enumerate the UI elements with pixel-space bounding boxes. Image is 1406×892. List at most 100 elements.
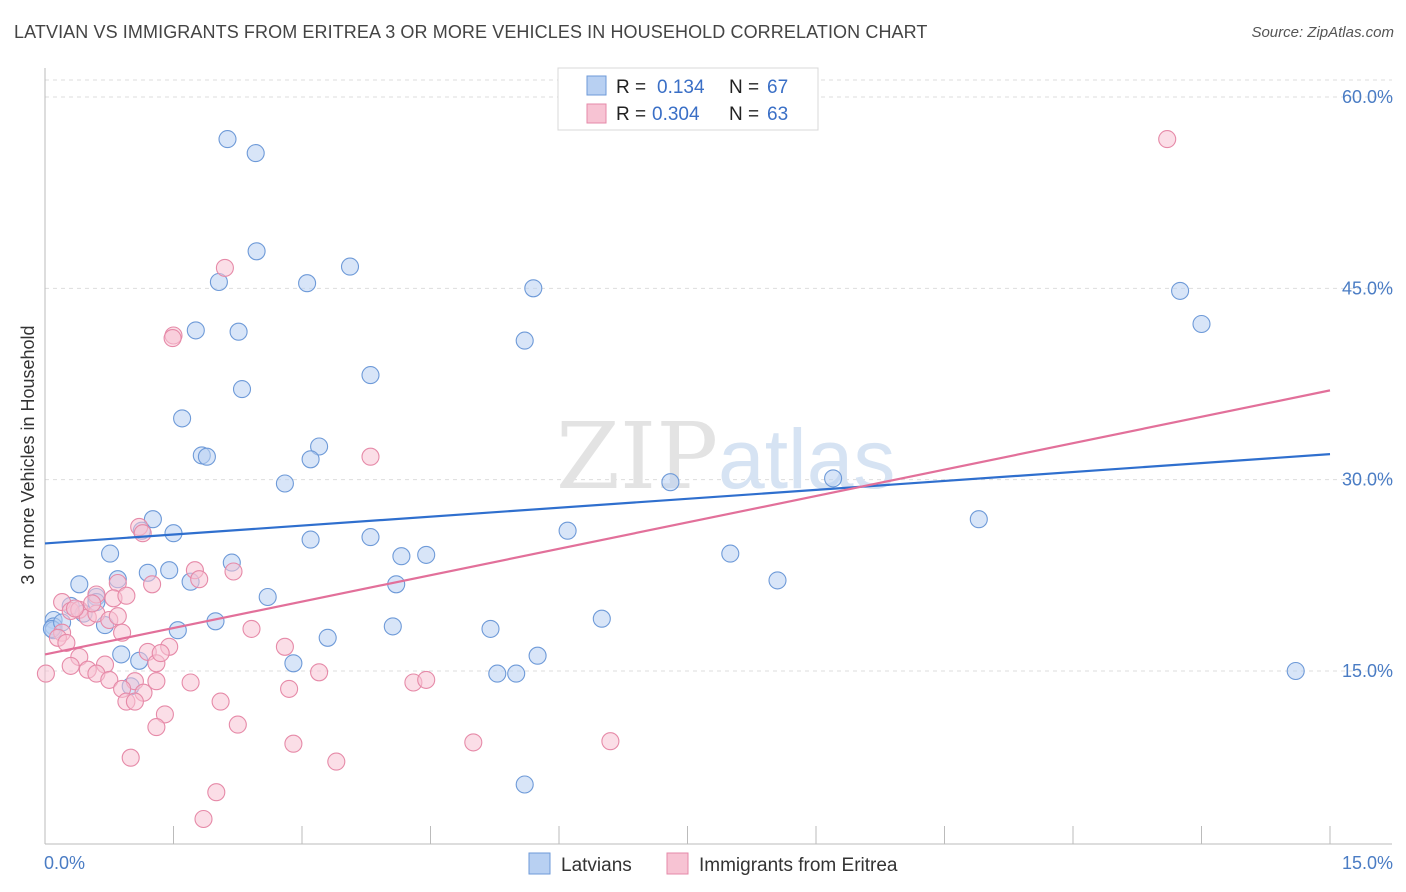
data-point [36, 664, 55, 683]
data-point [284, 654, 303, 673]
data-point [258, 587, 277, 607]
data-point [83, 594, 102, 613]
bottom-legend-label-latvians: Latvians [561, 855, 632, 876]
data-point [70, 575, 89, 594]
data-point [515, 775, 534, 794]
data-point [194, 809, 213, 829]
data-point [275, 637, 294, 656]
data-point [1171, 281, 1190, 300]
data-point [1192, 314, 1211, 334]
data-point [133, 524, 152, 543]
data-point [207, 783, 226, 802]
data-point [143, 510, 162, 529]
data-point [218, 130, 237, 149]
data-point [488, 664, 507, 683]
data-point [151, 644, 170, 663]
watermark-atlas: atlas [718, 412, 895, 506]
grid-layer [45, 79, 1392, 672]
data-point [181, 673, 200, 692]
watermark: ZIP atlas [556, 403, 895, 510]
data-point [464, 733, 483, 752]
y-axis-label: 3 or more Vehicles in Household [18, 325, 38, 584]
trendline-blue [44, 453, 1331, 545]
points-layer [36, 130, 1305, 829]
axis-layer: 15.0% 30.0% 45.0% 60.0% 0.0% 15.0% [44, 68, 1393, 873]
data-point [301, 450, 320, 469]
trendline-pink [44, 389, 1331, 656]
data-point [117, 586, 136, 605]
legend-r-label-pink: R = [616, 104, 646, 125]
data-point [721, 544, 740, 563]
data-point [301, 530, 320, 549]
data-point [242, 619, 261, 638]
data-point [125, 692, 144, 711]
watermark-zip: ZIP [556, 403, 718, 510]
legend-n-value-pink: 63 [767, 104, 788, 125]
data-point [824, 469, 843, 488]
data-point [601, 732, 620, 751]
data-point [143, 575, 162, 594]
data-point [298, 274, 317, 293]
data-point [190, 570, 209, 589]
data-point [101, 544, 120, 563]
data-point [1158, 130, 1177, 149]
data-point [524, 279, 543, 298]
data-point [318, 628, 337, 647]
data-point [361, 447, 380, 466]
data-point [224, 562, 243, 581]
x-tick-label: 0.0% [44, 853, 85, 873]
data-point [112, 645, 131, 664]
data-point [515, 331, 534, 350]
data-point [361, 366, 380, 385]
data-point [168, 621, 187, 640]
data-point [163, 329, 182, 348]
data-point [310, 663, 329, 682]
data-point [247, 242, 266, 261]
data-point [417, 670, 436, 689]
trend-layer [44, 389, 1331, 656]
legend-r-label-blue: R = [616, 77, 646, 98]
data-point [361, 528, 380, 547]
chart-source: Source: ZipAtlas.com [1251, 24, 1394, 41]
legend-n-label-pink: N = [729, 104, 759, 125]
y-tick-label: 15.0% [1342, 661, 1393, 681]
legend-swatch-pink [586, 103, 607, 124]
data-point [1286, 661, 1305, 681]
data-point [197, 447, 216, 466]
legend-n-label-blue: N = [729, 77, 759, 98]
data-point [558, 521, 577, 540]
data-point [310, 437, 329, 456]
y-tick-label: 60.0% [1342, 87, 1393, 107]
legend-swatch-blue [586, 75, 607, 96]
data-point [147, 672, 166, 691]
data-point [232, 380, 252, 399]
data-point [383, 617, 402, 636]
data-point [592, 609, 611, 628]
data-point [528, 646, 547, 665]
data-point [275, 474, 294, 493]
legend-r-value-pink: 0.304 [652, 104, 700, 125]
data-point [284, 734, 303, 753]
data-point [280, 679, 299, 698]
y-tick-label: 30.0% [1342, 470, 1393, 490]
data-point [173, 409, 192, 428]
series-pink [36, 130, 1177, 829]
data-point [147, 718, 166, 737]
data-point [57, 633, 76, 652]
data-point [392, 547, 411, 566]
chart-title: LATVIAN VS IMMIGRANTS FROM ERITREA 3 OR … [14, 22, 928, 42]
data-point [327, 752, 346, 771]
bottom-legend-label-eritrea: Immigrants from Eritrea [699, 855, 898, 876]
data-point [228, 715, 247, 734]
bottom-legend-swatch-eritrea [666, 852, 689, 875]
data-point [661, 473, 680, 492]
x-tick-label: 15.0% [1342, 853, 1393, 873]
data-point [121, 748, 140, 767]
legend-r-value-blue: 0.134 [657, 77, 705, 98]
legend-box: R = 0.134 N = 67 R = 0.304 N = 63 [557, 67, 819, 131]
data-point [100, 670, 119, 689]
bottom-legend: Latvians Immigrants from Eritrea [528, 852, 898, 876]
data-point [215, 258, 234, 277]
data-point [229, 322, 248, 341]
